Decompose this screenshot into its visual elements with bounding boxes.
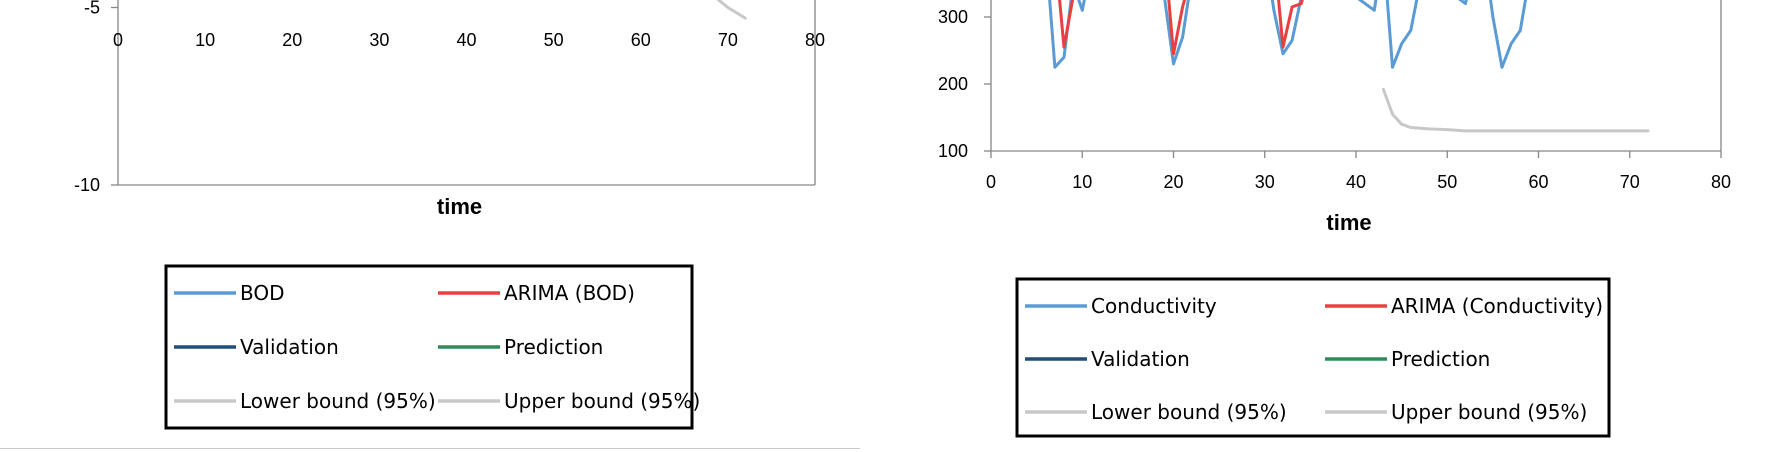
y-tick-label: -10 — [74, 175, 100, 195]
x-tick-label: 50 — [1437, 172, 1457, 192]
x-tick-label: 70 — [1620, 172, 1640, 192]
legend-label: ARIMA (Conductivity) — [1391, 294, 1603, 318]
legend-label: BOD — [240, 281, 285, 305]
legend-label: Prediction — [1391, 347, 1490, 371]
legend-label: Validation — [240, 335, 339, 359]
legend-label: Lower bound (95%) — [1091, 400, 1287, 424]
x-tick-label: 0 — [986, 172, 996, 192]
series-line-lower-bound-95 — [1381, 87, 1650, 133]
x-tick-label: 10 — [1072, 172, 1092, 192]
x-tick-label: 0 — [113, 30, 123, 50]
legend-label: ARIMA (BOD) — [504, 281, 635, 305]
x-tick-label: 40 — [456, 30, 476, 50]
series-group — [1048, 0, 1650, 133]
y-tick-label: 300 — [938, 7, 968, 27]
legend: BOD ARIMA (BOD) Validation Prediction Lower … — [164, 264, 700, 430]
x-tick-label: 10 — [195, 30, 215, 50]
chart-conductivity: 0 10 20 30 40 50 60 70 80 100 200 300 time Conductivi… — [938, 0, 1731, 438]
legend-label: Prediction — [504, 335, 603, 359]
x-tick-label: 20 — [1163, 172, 1183, 192]
y-tick-label: -5 — [84, 0, 100, 18]
legend-label: Upper bound (95%) — [1391, 400, 1587, 424]
spreadsheet-gridline — [0, 448, 860, 449]
x-tick-label: 20 — [282, 30, 302, 50]
y-tick-label: 100 — [938, 141, 968, 161]
x-tick-label: 60 — [1528, 172, 1548, 192]
x-tick-label: 30 — [1255, 172, 1275, 192]
x-axis-title: time — [437, 194, 482, 219]
x-tick-label: 40 — [1346, 172, 1366, 192]
legend-label: Upper bound (95%) — [504, 389, 700, 413]
x-tick-label: 30 — [369, 30, 389, 50]
legend: Conductivity ARIMA (Conductivity) Validati… — [1015, 277, 1611, 438]
x-tick-label: 60 — [631, 30, 651, 50]
x-tick-label: 80 — [805, 30, 825, 50]
legend-label: Lower bound (95%) — [240, 389, 436, 413]
x-axis-title: time — [1326, 210, 1371, 235]
x-tick-label: 80 — [1711, 172, 1731, 192]
legend-label: Validation — [1091, 347, 1190, 371]
legend-label: Conductivity — [1091, 294, 1217, 318]
series-group — [716, 0, 747, 20]
x-tick-label: 50 — [544, 30, 564, 50]
y-tick-label: 200 — [938, 74, 968, 94]
series-line-arima-conductivity — [1058, 0, 1304, 56]
series-line-lower-bound-95 — [716, 0, 747, 20]
legend-box — [164, 264, 694, 430]
legend-box — [1015, 277, 1611, 438]
x-tick-label: 70 — [718, 30, 738, 50]
